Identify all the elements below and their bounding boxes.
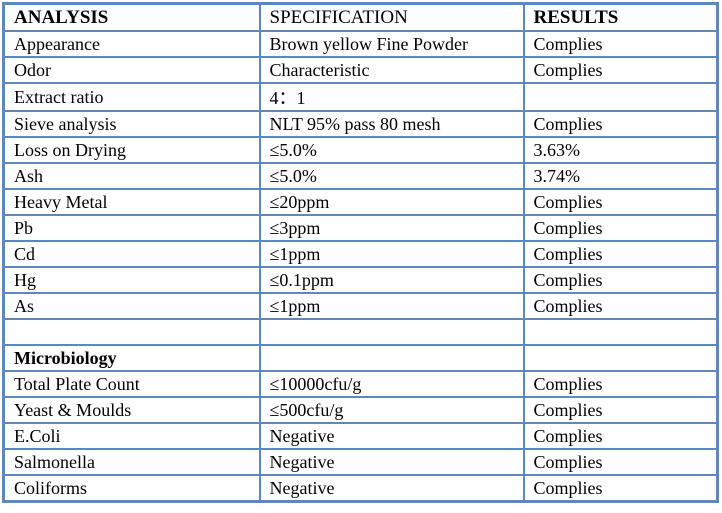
table-row: Ash ≤5.0% 3.74% [2, 162, 719, 190]
specification-cell: Negative [258, 474, 525, 503]
table-row: Salmonella Negative Complies [2, 448, 719, 476]
table-row: Hg ≤0.1ppm Complies [2, 266, 719, 294]
analysis-cell: E.Coli [2, 422, 261, 450]
specification-cell: Brown yellow Fine Powder [258, 30, 525, 58]
analysis-cell: Salmonella [2, 448, 261, 476]
specification-cell: NLT 95% pass 80 mesh [258, 110, 525, 138]
table-row: Yeast & Moulds ≤500cfu/g Complies [2, 396, 719, 424]
analysis-cell: Yeast & Moulds [2, 396, 261, 424]
table-row: Heavy Metal ≤20ppm Complies [2, 188, 719, 216]
analysis-cell: Total Plate Count [2, 370, 261, 398]
results-cell: Complies [522, 56, 719, 84]
specification-cell: ≤10000cfu/g [258, 370, 525, 398]
analysis-cell: Cd [2, 240, 261, 268]
table-row: Total Plate Count ≤10000cfu/g Complies [2, 370, 719, 398]
column-header-results: RESULTS [522, 2, 719, 32]
specification-cell: ≤20ppm [258, 188, 525, 216]
results-cell: 3.74% [522, 162, 719, 190]
coa-table: ANALYSIS SPECIFICATION RESULTS Appearanc… [2, 2, 719, 503]
results-cell: Complies [522, 240, 719, 268]
table-row: Cd ≤1ppm Complies [2, 240, 719, 268]
results-cell: Complies [522, 214, 719, 242]
results-cell: Complies [522, 422, 719, 450]
analysis-cell: Extract ratio [2, 82, 261, 112]
table-header: ANALYSIS SPECIFICATION RESULTS [2, 2, 719, 32]
header-row: ANALYSIS SPECIFICATION RESULTS [2, 2, 719, 32]
analysis-cell [2, 318, 261, 346]
specification-cell [258, 318, 525, 346]
analysis-cell: Sieve analysis [2, 110, 261, 138]
specification-cell: ≤0.1ppm [258, 266, 525, 294]
specification-cell: 4：1 [258, 82, 525, 112]
results-cell: 3.63% [522, 136, 719, 164]
table-row: Loss on Drying ≤5.0% 3.63% [2, 136, 719, 164]
analysis-cell: As [2, 292, 261, 320]
analysis-cell: Hg [2, 266, 261, 294]
results-cell: Complies [522, 30, 719, 58]
specification-cell: ≤3ppm [258, 214, 525, 242]
table-row: Sieve analysis NLT 95% pass 80 mesh Comp… [2, 110, 719, 138]
analysis-cell: Odor [2, 56, 261, 84]
column-header-specification: SPECIFICATION [258, 2, 525, 32]
table-row-section-microbiology: Microbiology [2, 344, 719, 372]
table-body: Appearance Brown yellow Fine Powder Comp… [2, 30, 719, 503]
analysis-cell: Heavy Metal [2, 188, 261, 216]
specification-cell: ≤500cfu/g [258, 396, 525, 424]
column-header-analysis: ANALYSIS [2, 2, 261, 32]
specification-cell: ≤5.0% [258, 162, 525, 190]
specification-cell: Characteristic [258, 56, 525, 84]
results-cell: Complies [522, 448, 719, 476]
table-row: Appearance Brown yellow Fine Powder Comp… [2, 30, 719, 58]
analysis-cell: Microbiology [2, 344, 261, 372]
table-row-empty [2, 318, 719, 346]
results-cell [522, 318, 719, 346]
specification-cell: Negative [258, 448, 525, 476]
table-row: Odor Characteristic Complies [2, 56, 719, 84]
table-row: As ≤1ppm Complies [2, 292, 719, 320]
table-row: Pb ≤3ppm Complies [2, 214, 719, 242]
table-row: E.Coli Negative Complies [2, 422, 719, 450]
table-row: Extract ratio 4：1 [2, 82, 719, 112]
results-cell: Complies [522, 110, 719, 138]
specification-cell: ≤1ppm [258, 240, 525, 268]
results-cell: Complies [522, 474, 719, 503]
results-cell: Complies [522, 266, 719, 294]
results-cell: Complies [522, 370, 719, 398]
analysis-cell: Loss on Drying [2, 136, 261, 164]
specification-cell: ≤5.0% [258, 136, 525, 164]
specification-cell: ≤1ppm [258, 292, 525, 320]
analysis-cell: Pb [2, 214, 261, 242]
analysis-cell: Coliforms [2, 474, 261, 503]
results-cell [522, 82, 719, 112]
analysis-cell: Appearance [2, 30, 261, 58]
results-cell: Complies [522, 292, 719, 320]
specification-cell: Negative [258, 422, 525, 450]
results-cell: Complies [522, 396, 719, 424]
results-cell [522, 344, 719, 372]
analysis-cell: Ash [2, 162, 261, 190]
results-cell: Complies [522, 188, 719, 216]
specification-cell [258, 344, 525, 372]
table-row: Coliforms Negative Complies [2, 474, 719, 503]
